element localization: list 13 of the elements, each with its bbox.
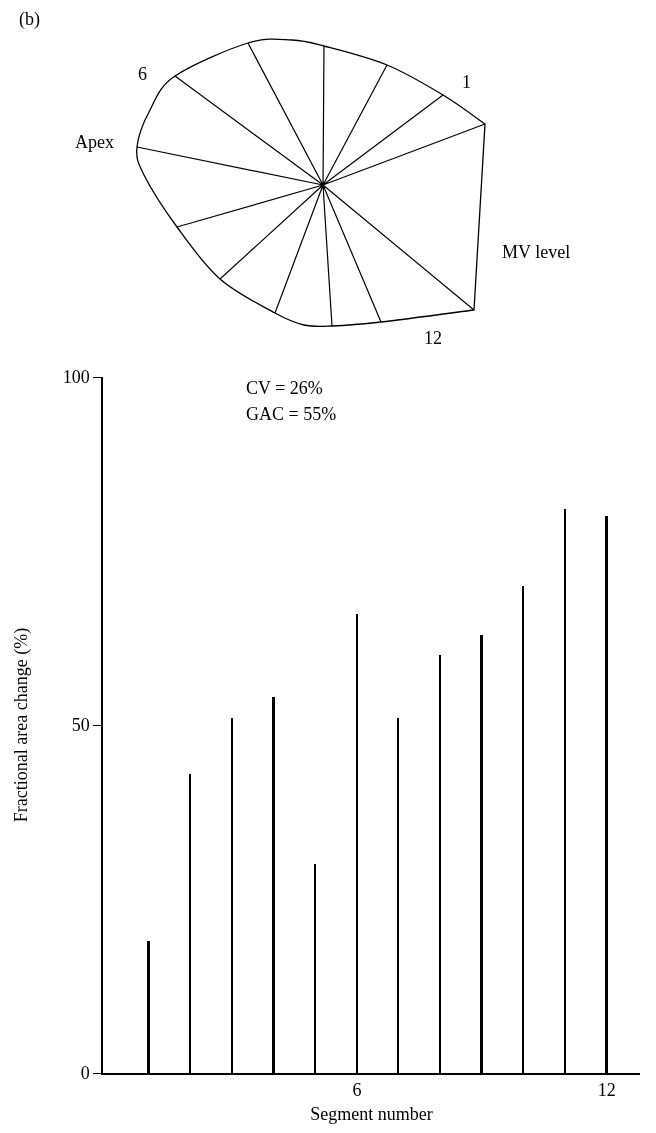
x-axis-title: Segment number (310, 1103, 433, 1124)
text: 1 (462, 72, 471, 92)
y-tick-label: 100 (62, 367, 90, 388)
annotation: CV = 26% (246, 378, 323, 398)
y-tick-label: 50 (71, 715, 90, 736)
annotation: GAC = 55% (246, 404, 337, 424)
text: Apex (75, 132, 114, 152)
y-tick-label: 0 (80, 1063, 90, 1084)
text: (b) (19, 9, 40, 30)
text: MV level (502, 242, 571, 262)
text: 6 (138, 64, 147, 84)
text: 12 (424, 328, 442, 348)
y-axis-title: Fractional area change (%) (11, 627, 33, 823)
